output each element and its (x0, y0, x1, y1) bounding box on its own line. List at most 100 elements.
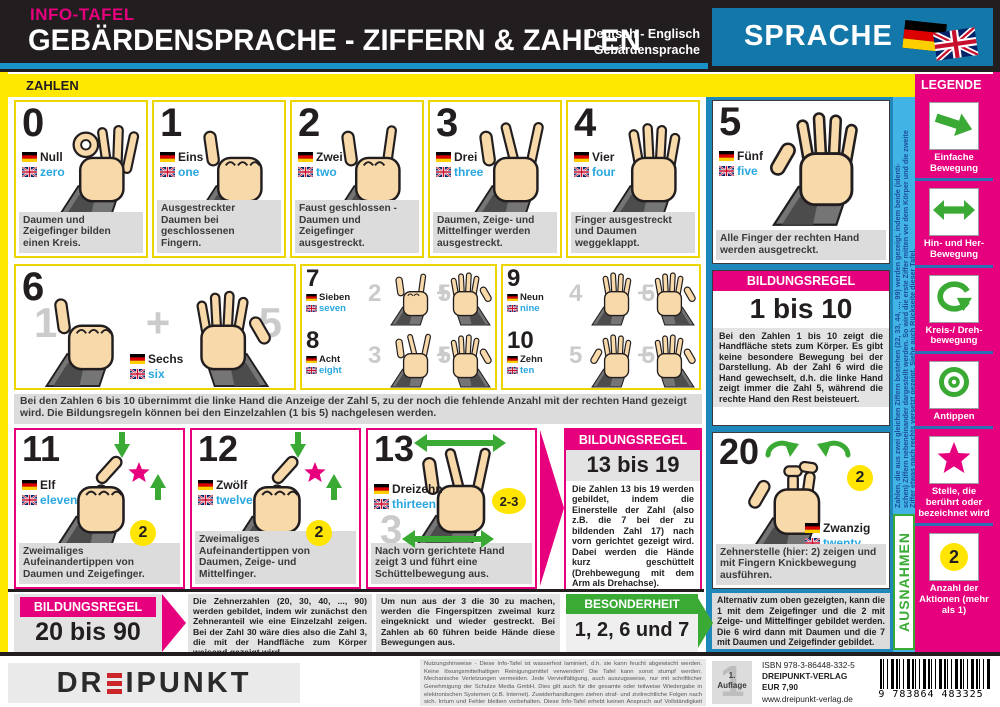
arrow-up-icon (150, 474, 166, 505)
legal-notice: Nutzungshinweise - Diese Info-Tafel ist … (420, 659, 706, 706)
hand-sign-right (388, 332, 440, 388)
hand-sign-right (30, 288, 146, 388)
besonderheit-header: BESONDERHEIT (566, 594, 698, 614)
number-card-0: 0 Null zero Daumen und Zeigefinger bilde… (14, 100, 148, 258)
uk-flag-icon (507, 367, 518, 374)
uk-flag-icon (130, 369, 145, 379)
ausnahmen-strip (893, 97, 915, 652)
language-subtitle: Deutsch - Englisch Gebärdensprache (540, 26, 700, 59)
subtitle-line2: Gebärdensprache (593, 43, 700, 58)
number-card-9-10: 9 Neun nine 4 + 5 10 Zehn ten 5 + 5 (501, 264, 701, 390)
pink-arrow-right (162, 594, 186, 652)
german-flag-icon (160, 152, 175, 162)
subtitle-line1: Deutsch - Englisch (587, 27, 700, 41)
pink-arrow-right (540, 430, 564, 586)
card-caption: Alle Finger der rechten Hand werden ausg… (716, 230, 886, 260)
uk-flag-icon (374, 499, 389, 509)
ghost-formula: 1 + 5 (34, 299, 282, 346)
german-flag-icon (507, 356, 518, 363)
barcode: 9 783864 483325 (866, 658, 996, 705)
german-flag-icon (436, 152, 451, 162)
legend-item-einfache-bewegung: Einfache Bewegung (915, 95, 993, 178)
star-icon (128, 462, 150, 488)
curve-arrow-icon (765, 433, 799, 464)
count-badge: 2 (847, 465, 873, 491)
hand-sign-0 (52, 112, 146, 220)
legend-header: LEGENDE (921, 78, 982, 92)
uk-flag-icon (306, 305, 317, 312)
double-arrow-icon (933, 198, 975, 227)
number-card-7-8: 7 Sieben seven 2 + 5 8 Acht eight 3 + 5 (300, 264, 497, 390)
publisher-url: www.dreipunkt-verlag.de (762, 693, 853, 704)
card-caption: Daumen und Zeigefinger bilden einen Krei… (19, 211, 143, 253)
hand-sign-right (589, 270, 641, 326)
barcode-bars-icon (880, 659, 990, 689)
german-flag-icon (719, 151, 734, 161)
card-caption: Faust geschlossen - Daumen und Zeigefing… (295, 199, 419, 253)
rule-header: BILDUNGSREGEL (566, 430, 700, 450)
uk-flag-icon (507, 305, 518, 312)
rule-body: Die Zahlen 13 bis 19 werden gebildet, in… (566, 481, 700, 592)
hand-sign-11 (46, 448, 150, 552)
number-card-13: 13 Dreizehn thirteen 3 2-3 Nach vorn ger… (366, 428, 537, 589)
uk-flag-icon (160, 167, 175, 177)
hand-sign-right (388, 270, 440, 326)
hand-sign-5 (761, 109, 885, 227)
number-card-5: 5 Fünf five Alle Finger der rechten Hand… (712, 100, 890, 264)
rule-header: BILDUNGSREGEL (713, 271, 889, 291)
uk-flag-icon (436, 167, 451, 177)
uk-flag-icon (931, 25, 980, 66)
isbn-block: ISBN 978-3-86448-332-5 DREIPUNKT-VERLAG … (762, 660, 880, 705)
rule-header: BILDUNGSREGEL (20, 597, 156, 617)
german-flag-icon (298, 152, 313, 162)
arrow-down-icon (114, 432, 130, 463)
header: INFO-TAFEL GEBÄRDENSPRACHE - ZIFFERN & Z… (0, 0, 1000, 72)
number-row-8: 8 Acht eight 3 + 5 (302, 328, 495, 389)
count-badge-icon: 2 (940, 543, 968, 572)
star-icon (304, 462, 326, 488)
hand-sign-4 (604, 112, 698, 220)
logo-e-bars-icon (107, 670, 123, 697)
barcode-digits: 9 783864 483325 (878, 689, 984, 700)
legend-item-anzahl-aktionen: 2 Anzahl der Aktionen (mehr als 1) (915, 523, 993, 620)
legend-sidebar: LEGENDE Einfache Bewegung Hin- und Her- … (915, 74, 993, 652)
count-badge: 2 (130, 520, 156, 546)
german-flag-icon (306, 356, 317, 363)
german-flag-icon (22, 480, 37, 490)
uk-flag-icon (719, 166, 734, 176)
hand-sign-right (589, 332, 641, 388)
card-caption: Nach vorn gerichtete Hand zeigt 3 und fü… (371, 542, 532, 584)
german-flag-icon (507, 294, 518, 301)
number-card-3: 3 Drei three Daumen, Zeige- und Mittelfi… (428, 100, 562, 258)
target-icon (937, 365, 971, 404)
right-edge-strip (993, 72, 1000, 652)
number-card-4: 4 Vier four Finger ausgestreckt und Daum… (566, 100, 700, 258)
price: EUR 7,90 (762, 682, 798, 693)
header-flags (902, 19, 980, 66)
rule-body: Bei den Zahlen 1 bis 10 zeigt die Handfl… (713, 328, 889, 408)
number-card-20: 20 2 Zwanzig twenty Zehnerstelle (hier: … (712, 432, 890, 589)
rule-title: 13 bis 19 (566, 450, 700, 481)
rule-20-bis-90: BILDUNGSREGEL 20 bis 90 (14, 594, 162, 652)
note-six-to-ten: Bei den Zahlen 6 bis 10 übernimmt die li… (14, 394, 702, 424)
number-card-2: 2 Zwei two Faust geschlossen - Daumen un… (290, 100, 424, 258)
german-flag-icon (130, 354, 145, 364)
edition-box: 1 1. Auflage (712, 661, 752, 704)
sprache-label: SPRACHE (744, 20, 893, 52)
legend-item-beruehrte-stelle: Stelle, die berührt oder bezeichnet wird (915, 426, 993, 523)
number-card-12: 12 Zwölf twelve 2 Zweimaliges Aufeinande… (190, 428, 361, 589)
footer-divider (0, 652, 1000, 656)
number-row-10: 10 Zehn ten 5 + 5 (503, 328, 699, 389)
note-alternative: Alternativ zum oben gezeigten, kann die … (712, 593, 890, 649)
uk-flag-icon (22, 167, 37, 177)
card-caption: Finger ausgestreckt und Daumen weggeklap… (571, 211, 695, 253)
double-arrow-icon (414, 434, 506, 457)
number-card-6: 6 1 + 5 Sechs six (14, 264, 296, 390)
rule-20-90-text-2: Um nun aus der 3 die 30 zu machen, werde… (376, 594, 560, 652)
arrow-down-icon (290, 432, 306, 463)
isbn-number: ISBN 978-3-86448-332-5 (762, 660, 855, 670)
single-arrow-icon (934, 106, 974, 147)
uk-flag-icon (198, 495, 213, 505)
uk-flag-icon (306, 367, 317, 374)
